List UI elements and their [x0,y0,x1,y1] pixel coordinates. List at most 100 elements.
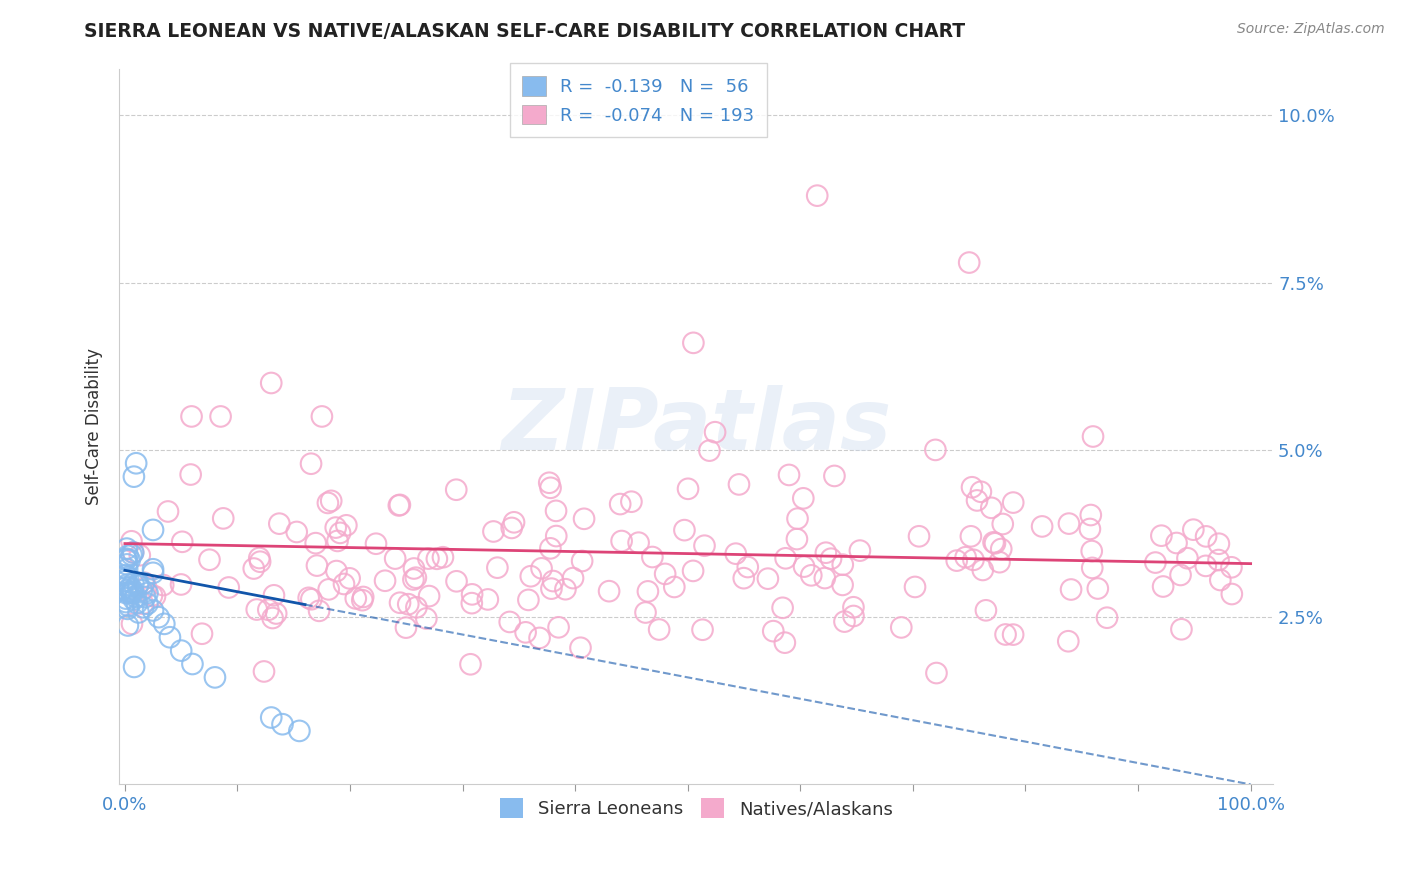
Point [637,584,659,599]
Point [842,600,865,615]
Point [132,597,155,611]
Point [418,589,440,603]
Point [775,551,797,566]
Point [344,591,367,606]
Point [285,524,308,539]
Point [988,555,1011,569]
Point [960,480,983,494]
Point [405,600,427,615]
Point [778,467,800,482]
Point [823,469,845,483]
Point [247,551,270,566]
Point [569,640,592,655]
Point [115,595,138,609]
Point [122,545,145,559]
Point [125,596,148,610]
Point [756,572,779,586]
Point [962,553,984,567]
Y-axis label: Self-Care Disability: Self-Care Disability [86,348,103,505]
Point [127,578,149,592]
Point [209,409,232,424]
Point [957,255,980,269]
Point [318,582,340,597]
Point [503,516,526,530]
Point [994,627,1017,641]
Point [125,456,148,470]
Point [1081,429,1104,443]
Point [120,585,142,599]
Point [253,665,276,679]
Point [405,571,427,585]
Point [1144,556,1167,570]
Text: SIERRA LEONEAN VS NATIVE/ALASKAN SELF-CARE DISABILITY CORRELATION CHART: SIERRA LEONEAN VS NATIVE/ALASKAN SELF-CA… [84,22,966,41]
Point [792,491,814,506]
Point [499,615,522,629]
Point [432,550,454,565]
Point [571,554,593,568]
Point [117,618,139,632]
Point [540,481,562,495]
Point [142,566,165,580]
Point [172,534,194,549]
Point [461,596,484,610]
Point [974,603,997,617]
Point [117,602,139,616]
Point [966,493,988,508]
Point [704,425,727,440]
Point [1078,522,1101,536]
Point [125,590,148,604]
Point [305,558,328,573]
Point [831,578,853,592]
Point [609,497,631,511]
Point [120,584,142,599]
Point [538,475,561,490]
Point [1182,523,1205,537]
Point [121,616,143,631]
Point [142,523,165,537]
Point [115,568,138,582]
Point [115,586,138,600]
Point [1057,634,1080,648]
Point [515,625,537,640]
Point [814,546,837,560]
Point [544,504,567,518]
Point [352,590,374,604]
Point [242,561,264,575]
Point [271,717,294,731]
Point [262,611,284,625]
Point [460,657,482,672]
Point [121,582,143,597]
Point [1080,508,1102,522]
Point [960,529,983,543]
Point [904,580,927,594]
Point [333,577,356,591]
Point [1195,558,1218,573]
Point [249,555,271,569]
Point [1152,580,1174,594]
Point [733,571,755,585]
Point [308,604,330,618]
Point [806,188,828,202]
Point [204,670,226,684]
Point [128,548,150,562]
Point [831,558,853,572]
Point [264,607,287,621]
Point [446,574,468,589]
Point [121,586,143,600]
Point [1220,560,1243,574]
Point [257,603,280,617]
Point [1081,561,1104,575]
Point [143,590,166,604]
Point [980,500,1002,515]
Point [834,615,856,629]
Point [908,529,931,543]
Point [269,516,291,531]
Point [820,551,842,566]
Point [329,525,352,540]
Point [212,511,235,525]
Point [786,532,808,546]
Point [181,657,204,671]
Point [598,584,620,599]
Point [298,591,321,605]
Point [955,550,977,565]
